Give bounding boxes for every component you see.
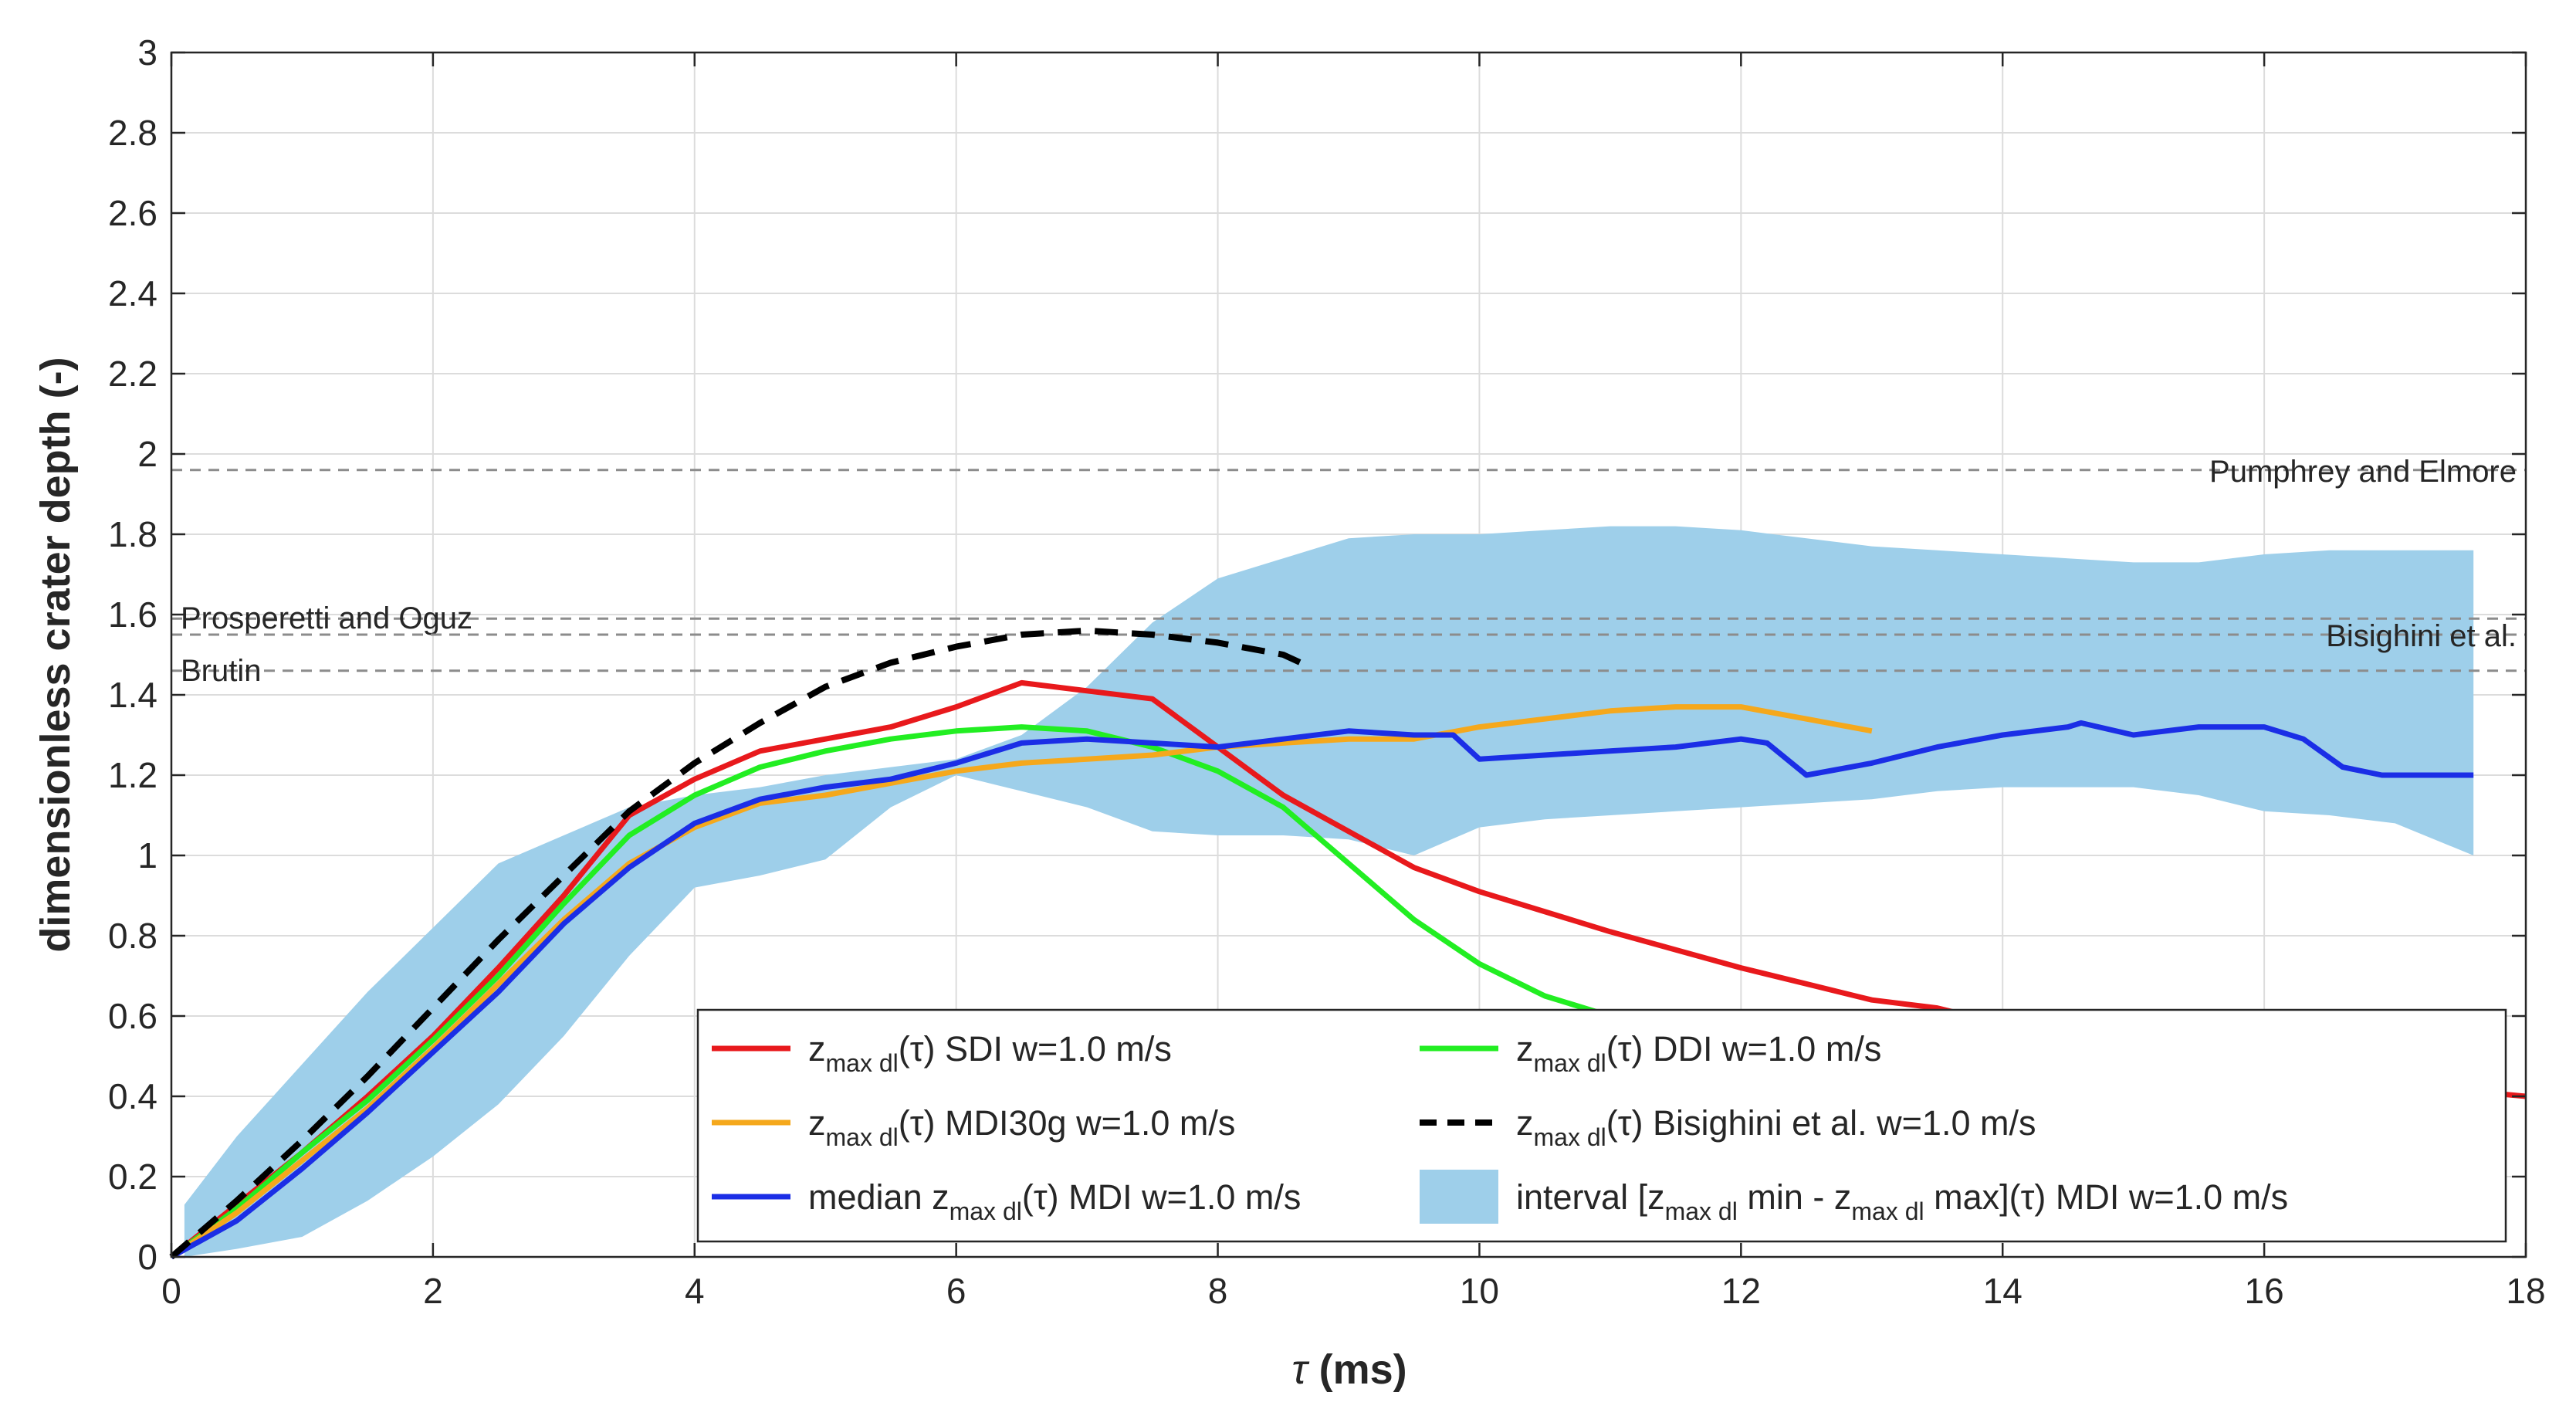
legend-text-part: z xyxy=(808,1103,826,1143)
series-lines xyxy=(169,627,2527,1260)
y-tick-label: 1.2 xyxy=(108,755,157,795)
y-tick-label: 1 xyxy=(137,835,157,876)
legend-text-part: (τ) MDI30g w=1.0 m/s xyxy=(899,1103,1236,1143)
y-tick-label: 1.8 xyxy=(108,514,157,554)
axis-ticks: 0 2 4 6 8 10 12 14 16 18 0 0.2 0.4 0.6 0.8 1 1.2 1.4 1.6 1.… xyxy=(108,32,2546,1311)
legend-text-part: (τ) MDI w=1.0 m/s xyxy=(1022,1177,1302,1217)
x-tick-label: 2 xyxy=(423,1271,443,1311)
y-tick-label: 2 xyxy=(137,434,157,474)
series-line xyxy=(170,704,1873,1259)
legend: zmax dl(τ) SDI w=1.0 m/s zmax dl(τ) DDI w… xyxy=(696,1008,2507,1243)
reference-line-label: Brutin xyxy=(181,654,262,688)
legend-text-part: interval [z xyxy=(1516,1177,1665,1217)
series-line xyxy=(169,627,1311,1260)
legend-subscript: max dl xyxy=(826,1049,899,1077)
reference-line-label: Pumphrey and Elmore xyxy=(2209,455,2517,489)
x-tick-label: 8 xyxy=(1208,1271,1228,1311)
legend-subscript: max dl xyxy=(949,1197,1022,1225)
y-tick-label: 0.8 xyxy=(108,916,157,956)
plot-area-border xyxy=(170,51,2527,1258)
y-axis-title: dimensionless crater depth (-) xyxy=(32,357,79,952)
reference-lines: Pumphrey and Elmore Prosperetti and Oguz B… xyxy=(171,455,2526,688)
y-tick-label: 0 xyxy=(137,1237,157,1277)
legend-text-part: max](τ) MDI w=1.0 m/s xyxy=(1924,1177,2289,1217)
x-axis-title-symbol: τ xyxy=(1291,1346,1309,1393)
legend-label: interval [zmax dl min - zmax dl max](τ) … xyxy=(1516,1177,2288,1225)
legend-label: zmax dl(τ) SDI w=1.0 m/s xyxy=(808,1029,1172,1077)
legend-text-part: z xyxy=(808,1029,826,1069)
x-tick-label: 18 xyxy=(2506,1271,2545,1311)
legend-text-part: (τ) Bisighini et al. w=1.0 m/s xyxy=(1606,1103,2036,1143)
legend-text-part: z xyxy=(1516,1103,1534,1143)
legend-label: zmax dl(τ) Bisighini et al. w=1.0 m/s xyxy=(1516,1103,2036,1151)
interval-band xyxy=(184,526,2474,1257)
legend-label: zmax dl(τ) MDI30g w=1.0 m/s xyxy=(808,1103,1235,1151)
legend-box xyxy=(696,1008,2507,1243)
y-tick-label: 1.4 xyxy=(108,675,157,715)
legend-label: median zmax dl(τ) MDI w=1.0 m/s xyxy=(808,1177,1301,1225)
reference-line-label: Bisighini et al. xyxy=(2326,619,2517,653)
y-tick-label: 0.6 xyxy=(108,996,157,1036)
legend-subscript: max dl xyxy=(1665,1197,1738,1225)
x-tick-label: 16 xyxy=(2245,1271,2284,1311)
y-tick-label: 2.6 xyxy=(108,193,157,233)
legend-text-part: (τ) SDI w=1.0 m/s xyxy=(899,1029,1172,1069)
legend-subscript: max dl xyxy=(1534,1123,1606,1151)
y-tick-label: 1.6 xyxy=(108,594,157,635)
y-tick-label: 2.2 xyxy=(108,354,157,394)
legend-text-part: z xyxy=(1516,1029,1534,1069)
x-tick-label: 0 xyxy=(161,1271,181,1311)
x-tick-label: 6 xyxy=(946,1271,966,1311)
legend-label: zmax dl(τ) DDI w=1.0 m/s xyxy=(1516,1029,1881,1077)
y-tick-label: 3 xyxy=(137,32,157,73)
reference-line-label: Prosperetti and Oguz xyxy=(181,601,472,635)
legend-text-part: median z xyxy=(808,1177,949,1217)
interval-band-layer xyxy=(184,526,2474,1257)
y-tick-label: 2.4 xyxy=(108,273,157,313)
x-axis-title-unit: (ms) xyxy=(1308,1346,1407,1393)
series-line xyxy=(170,720,2474,1260)
x-tick-label: 10 xyxy=(1460,1271,1499,1311)
legend-swatch xyxy=(1420,1170,1498,1224)
y-tick-label: 0.4 xyxy=(108,1076,157,1116)
legend-subscript: max dl xyxy=(1851,1197,1924,1225)
legend-subscript: max dl xyxy=(1534,1049,1606,1077)
legend-text-part: (τ) DDI w=1.0 m/s xyxy=(1606,1029,1882,1069)
x-tick-label: 12 xyxy=(1721,1271,1761,1311)
y-tick-label: 2.8 xyxy=(108,113,157,153)
x-tick-label: 14 xyxy=(1983,1271,2023,1311)
y-tick-label: 0.2 xyxy=(108,1157,157,1197)
legend-subscript: max dl xyxy=(826,1123,899,1151)
series-line xyxy=(169,679,2527,1259)
x-axis-title: τ (ms) xyxy=(1291,1346,1406,1393)
series-line xyxy=(169,724,1611,1259)
x-tick-label: 4 xyxy=(685,1271,705,1311)
legend-text-part: min - z xyxy=(1738,1177,1852,1217)
